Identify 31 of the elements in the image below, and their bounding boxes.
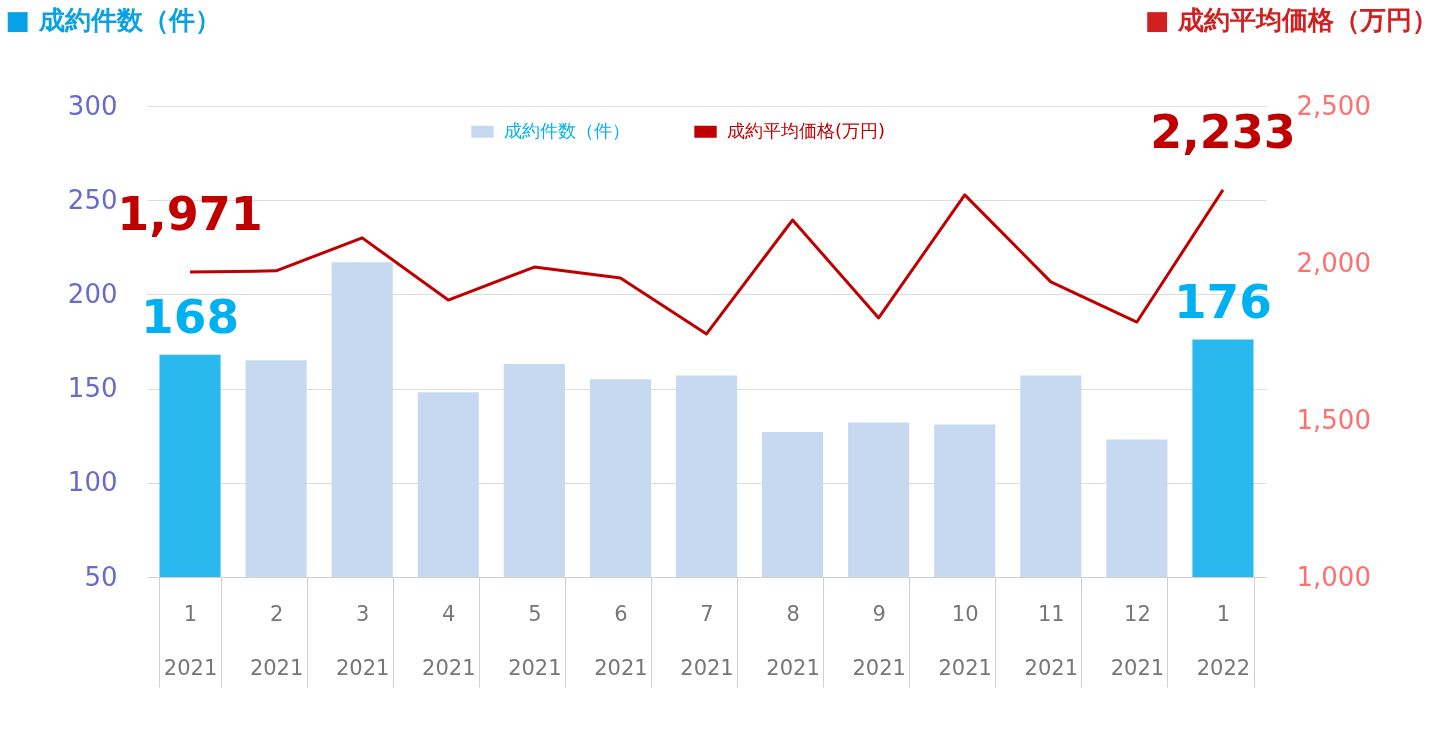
data-label: 1,971 <box>117 187 263 242</box>
data-label: 168 <box>140 288 240 344</box>
y-axis-title: ■ 成約件数（件） <box>5 4 222 35</box>
y2-tick-label: 2,500 <box>1296 90 1371 121</box>
category-label: 4 2021 <box>422 601 476 680</box>
category-label: 5 2021 <box>508 601 562 680</box>
legend-label: 成約平均価格(万円) <box>727 119 886 141</box>
category-label: 9 2021 <box>852 601 906 680</box>
category-label: 11 2021 <box>1024 601 1079 680</box>
category-label: 1 2021 <box>163 601 218 680</box>
y-tick-label: 100 <box>67 467 118 498</box>
category-label: 12 2021 <box>1110 601 1165 680</box>
legend-label: 成約件数（件） <box>504 119 630 141</box>
y-tick-label: 300 <box>67 90 118 121</box>
y2-tick-label: 2,000 <box>1296 247 1371 278</box>
y2-tick-label: 1,500 <box>1296 404 1371 435</box>
category-label: 2 2021 <box>249 601 304 680</box>
y2-tick-label: 1,000 <box>1296 561 1371 592</box>
data-label: 2,233 <box>1150 104 1296 159</box>
y-tick-label: 50 <box>84 561 118 592</box>
category-label: 10 2021 <box>938 601 992 680</box>
category-label: 3 2021 <box>335 601 390 680</box>
y-tick-label: 250 <box>67 184 118 215</box>
category-label: 8 2021 <box>766 601 820 680</box>
category-label: 7 2021 <box>680 601 734 680</box>
data-label: 176 <box>1173 273 1273 329</box>
category-label: 6 2021 <box>594 601 648 680</box>
y-tick-label: 200 <box>67 278 118 309</box>
y2-axis-title: ■ 成約平均価格（万円） <box>1144 4 1439 35</box>
y-tick-label: 150 <box>67 373 118 404</box>
category-label: 1 2022 <box>1196 601 1251 680</box>
